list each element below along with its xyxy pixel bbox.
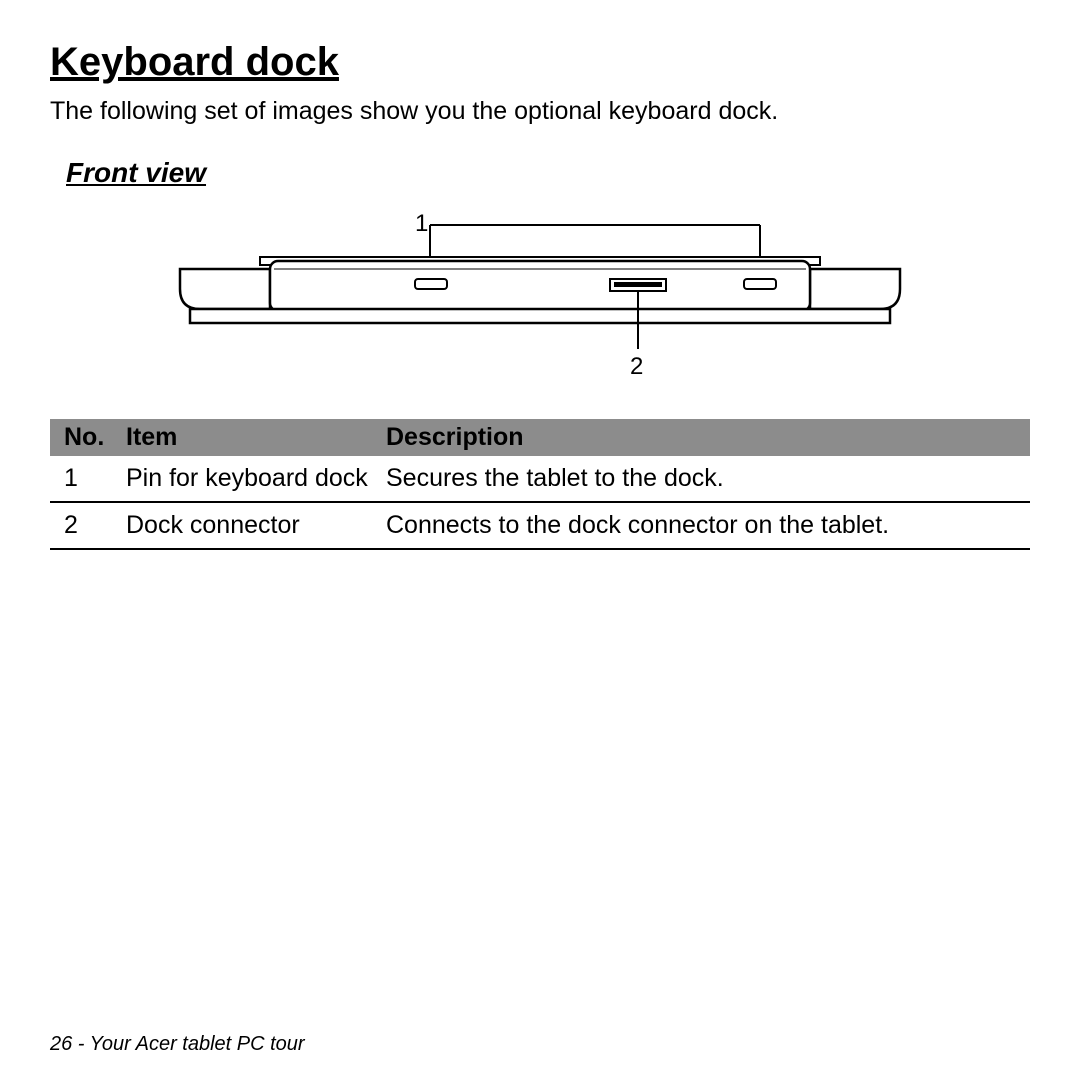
cell-desc: Connects to the dock connector on the ta… bbox=[380, 502, 1030, 549]
page-title: Keyboard dock bbox=[50, 40, 1030, 85]
cell-desc: Secures the tablet to the dock. bbox=[380, 456, 1030, 502]
col-header-no: No. bbox=[50, 419, 120, 456]
cell-no: 2 bbox=[50, 502, 120, 549]
intro-text: The following set of images show you the… bbox=[50, 95, 1030, 129]
table-header-row: No. Item Description bbox=[50, 419, 1030, 456]
table-row: 1 Pin for keyboard dock Secures the tabl… bbox=[50, 456, 1030, 502]
col-header-desc: Description bbox=[380, 419, 1030, 456]
page-footer: 26 - Your Acer tablet PC tour bbox=[50, 1033, 305, 1056]
section-subtitle: Front view bbox=[66, 157, 1030, 189]
table-row: 2 Dock connector Connects to the dock co… bbox=[50, 502, 1030, 549]
cell-no: 1 bbox=[50, 456, 120, 502]
cell-item: Pin for keyboard dock bbox=[120, 456, 380, 502]
parts-table: No. Item Description 1 Pin for keyboard … bbox=[50, 419, 1030, 550]
dock-front-view-diagram: 1 2 bbox=[50, 209, 1030, 379]
callout-1-label: 1 bbox=[415, 210, 428, 237]
manual-page: Keyboard dock The following set of image… bbox=[0, 0, 1080, 1080]
col-header-item: Item bbox=[120, 419, 380, 456]
cell-item: Dock connector bbox=[120, 502, 380, 549]
callout-2-label: 2 bbox=[630, 353, 643, 379]
